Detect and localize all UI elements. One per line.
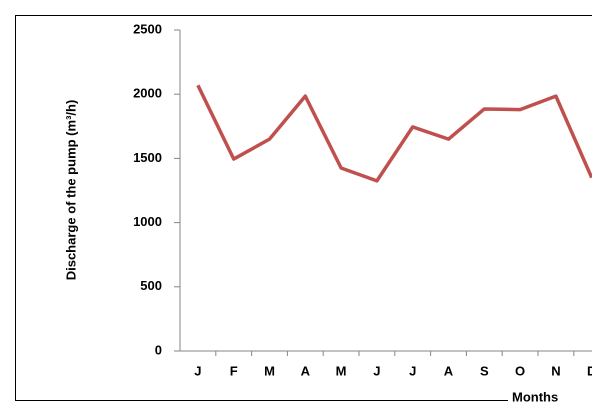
x-tick-label: F	[230, 363, 238, 378]
x-tick-label: M	[264, 363, 275, 378]
x-title-background	[508, 389, 592, 406]
y-tick-label: 2500	[133, 21, 162, 36]
y-axis-title: Discharge of the pump (m³/h)	[63, 100, 78, 281]
x-tick-label: O	[515, 363, 525, 378]
y-tick-label: 1000	[133, 214, 162, 229]
x-tick-label: A	[444, 363, 454, 378]
y-tick-label: 1500	[133, 150, 162, 165]
x-tick-label: M	[336, 363, 347, 378]
x-tick-label: D	[587, 363, 592, 378]
y-tick-label: 500	[140, 278, 162, 293]
x-axis-title: Months	[512, 389, 558, 404]
y-tick-label: 2000	[133, 86, 162, 101]
x-tick-label: J	[409, 363, 416, 378]
data-line	[196, 84, 592, 183]
x-tick-label: A	[301, 363, 311, 378]
x-tick-label: J	[194, 363, 201, 378]
chart-border	[15, 15, 592, 401]
y-tick-label: 0	[155, 342, 162, 357]
x-tick-label: S	[480, 363, 489, 378]
x-tick-label: J	[373, 363, 380, 378]
x-tick-label: N	[551, 363, 560, 378]
